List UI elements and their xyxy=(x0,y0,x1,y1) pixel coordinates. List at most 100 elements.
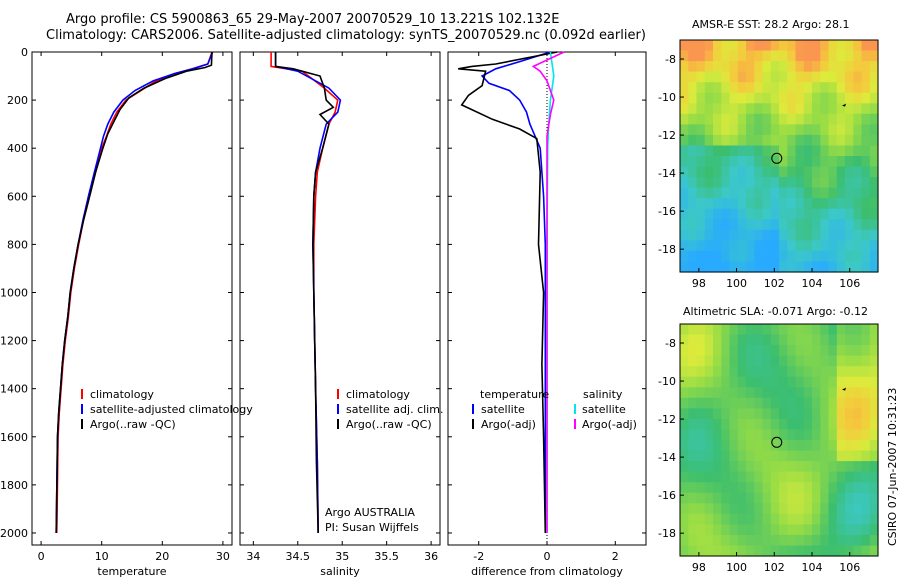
map-cell-sla xyxy=(812,534,821,546)
map-cell-sst xyxy=(729,103,739,115)
map-cell-sla xyxy=(869,397,879,409)
map-cell-sla xyxy=(746,334,755,346)
map-cell-sla xyxy=(779,471,788,483)
map-cell-sst xyxy=(812,40,821,52)
map-cell-sla xyxy=(680,492,689,504)
map-cell-sst xyxy=(853,71,863,83)
map-cell-sla xyxy=(770,482,780,494)
map-cell-sst xyxy=(680,166,689,178)
map-cell-sst xyxy=(836,40,846,52)
map-cell-sla xyxy=(729,492,739,504)
map-cell-sst xyxy=(721,208,731,220)
map-cell-sla xyxy=(836,492,846,504)
map-cell-sst xyxy=(795,71,805,83)
map-cell-sla xyxy=(861,387,871,399)
map-cell-sst xyxy=(680,208,689,220)
map-cell-sla xyxy=(803,418,813,430)
map-cell-sst xyxy=(713,50,722,62)
map-cell-sla xyxy=(795,397,805,409)
map-cell-sst xyxy=(737,219,747,231)
map-cell-sla xyxy=(828,355,838,367)
map-cell-sst xyxy=(828,92,838,104)
map-cell-sla xyxy=(696,461,706,473)
map-cell-sla xyxy=(713,387,722,399)
map-cell-sst xyxy=(779,61,788,73)
map-cell-sst xyxy=(845,166,854,178)
map-cell-sst xyxy=(795,250,805,262)
map-cell-sst xyxy=(853,92,863,104)
map-cell-sst xyxy=(787,50,797,62)
map-cell-sla xyxy=(746,408,755,420)
map-cell-sst xyxy=(853,166,863,178)
map-cell-sla xyxy=(779,397,788,409)
x-tick-label-difference: 2 xyxy=(612,550,619,563)
map-cell-sla xyxy=(861,524,871,536)
map-cell-sst xyxy=(845,92,854,104)
map-cell-sla xyxy=(713,429,722,441)
map-cell-sst xyxy=(713,208,722,220)
map-cell-sla xyxy=(696,418,706,430)
map-cell-sla xyxy=(737,471,747,483)
map-cell-sst xyxy=(754,50,764,62)
map-cell-sla xyxy=(812,482,821,494)
map-cell-sla xyxy=(853,503,863,515)
map-cell-sla xyxy=(812,334,821,346)
map-cell-sla xyxy=(820,482,830,494)
map-cell-sla xyxy=(746,429,755,441)
map-cell-sst xyxy=(704,145,714,157)
map-cell-sla xyxy=(713,345,722,357)
map-cell-sla xyxy=(836,461,846,473)
map-cell-sst xyxy=(861,92,871,104)
map-cell-sla xyxy=(754,355,764,367)
map-cell-sla xyxy=(746,397,755,409)
map-cell-sla xyxy=(770,471,780,483)
map-cell-sla xyxy=(787,376,797,388)
map-cell-sst xyxy=(853,187,863,199)
map-cell-sla xyxy=(820,355,830,367)
map-cell-sst xyxy=(680,82,689,94)
map-cell-sst xyxy=(795,103,805,115)
map-cell-sst xyxy=(836,261,846,273)
map-cell-sla xyxy=(795,440,805,452)
map-cell-sla xyxy=(696,355,706,367)
map-cell-sla xyxy=(812,450,821,462)
map-cell-sst xyxy=(853,156,863,168)
map-cell-sla xyxy=(795,429,805,441)
map-cell-sla xyxy=(721,534,731,546)
map-cell-sst xyxy=(812,240,821,252)
legend-label-salinity: salinity xyxy=(583,388,623,401)
map-cell-sst xyxy=(713,250,722,262)
map-cell-sst xyxy=(861,219,871,231)
map-cell-sla xyxy=(704,334,714,346)
map-cell-sla xyxy=(795,334,805,346)
map-cell-sst xyxy=(836,145,846,157)
map-cell-sst xyxy=(869,156,879,168)
map-cell-sla xyxy=(820,492,830,504)
map-y-tick-label-sla: -12 xyxy=(658,413,676,426)
map-cell-sla xyxy=(680,418,689,430)
map-cell-sla xyxy=(688,355,698,367)
map-cell-sst xyxy=(762,134,772,146)
map-cell-sla xyxy=(803,334,813,346)
map-cell-sla xyxy=(812,471,821,483)
map-cell-sla xyxy=(680,324,689,336)
map-cell-sla xyxy=(845,461,854,473)
series-line-salinity-0 xyxy=(270,52,339,534)
map-cell-sla xyxy=(820,408,830,420)
map-cell-sla xyxy=(680,461,689,473)
map-cell-sst xyxy=(795,198,805,210)
map-cell-sst xyxy=(812,103,821,115)
map-cell-sst xyxy=(836,177,846,189)
map-cell-sla xyxy=(721,324,731,336)
map-cell-sla xyxy=(737,513,747,525)
map-cell-sla xyxy=(820,366,830,378)
map-cell-sla xyxy=(746,376,755,388)
map-cell-sst xyxy=(820,240,830,252)
series-line-difference-2 xyxy=(546,51,555,533)
map-cell-sla xyxy=(721,376,731,388)
map-cell-sst xyxy=(853,219,863,231)
map-cell-sst xyxy=(869,92,879,104)
map-cell-sst xyxy=(729,61,739,73)
map-cell-sst xyxy=(812,219,821,231)
map-cell-sla xyxy=(746,492,755,504)
